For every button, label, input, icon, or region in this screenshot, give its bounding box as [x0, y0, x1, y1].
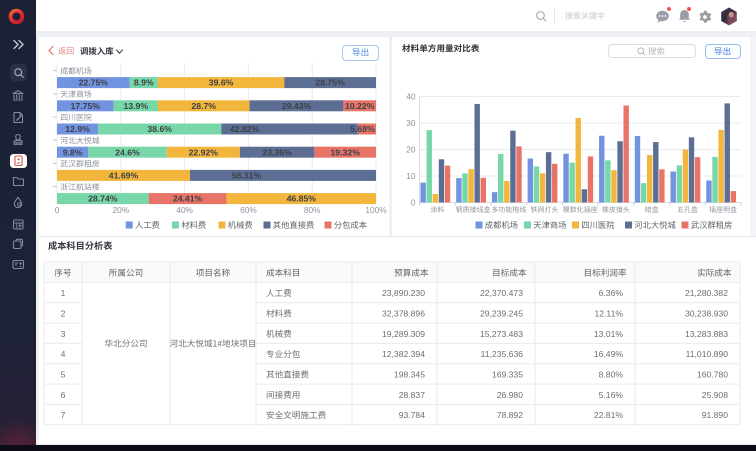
svg-text:78.892: 78.892 [497, 410, 524, 420]
svg-text:6: 6 [61, 390, 66, 400]
svg-text:3: 3 [61, 329, 66, 339]
svg-text:7: 7 [61, 410, 66, 420]
svg-text:29,239.245: 29,239.245 [480, 308, 523, 318]
svg-text:1: 1 [61, 288, 66, 298]
svg-text:5: 5 [61, 370, 66, 380]
svg-text:19,289.309: 19,289.309 [382, 329, 425, 339]
svg-text:8.80%: 8.80% [599, 370, 624, 380]
svg-text:28.837: 28.837 [399, 390, 426, 400]
svg-text:22.81%: 22.81% [594, 410, 624, 420]
svg-text:5.16%: 5.16% [599, 390, 624, 400]
svg-text:12.9%: 12.9% [65, 124, 90, 134]
svg-text:23,890.230: 23,890.230 [382, 288, 425, 298]
svg-text:10.22%: 10.22% [344, 100, 374, 110]
svg-text:4: 4 [61, 349, 66, 359]
svg-text:23.36%: 23.36% [262, 147, 292, 157]
svg-text:80%: 80% [303, 205, 320, 215]
svg-text:20: 20 [406, 144, 416, 154]
svg-text:41.69%: 41.69% [108, 170, 138, 180]
svg-text:22.75%: 22.75% [78, 77, 108, 87]
svg-text:40%: 40% [176, 205, 193, 215]
svg-text:16.49%: 16.49% [594, 349, 624, 359]
svg-text:40: 40 [406, 91, 416, 101]
svg-text:100%: 100% [365, 205, 387, 215]
svg-text:39.6%: 39.6% [208, 77, 233, 87]
svg-text:13.9%: 13.9% [123, 100, 148, 110]
svg-text:30: 30 [406, 118, 416, 128]
svg-text:9.8%: 9.8% [62, 147, 82, 157]
svg-text:11,010.890: 11,010.890 [686, 349, 729, 359]
svg-text:11,235.636: 11,235.636 [481, 349, 524, 359]
svg-text:32,378.896: 32,378.896 [382, 308, 425, 318]
svg-text:25.908: 25.908 [702, 390, 729, 400]
svg-text:12.11%: 12.11% [594, 308, 623, 318]
svg-text:22,370.473: 22,370.473 [480, 288, 523, 298]
svg-text:10: 10 [406, 171, 416, 181]
svg-text:19.32%: 19.32% [330, 147, 360, 157]
svg-text:38.6%: 38.6% [147, 124, 172, 134]
svg-text:26.980: 26.980 [497, 390, 524, 400]
svg-text:28.74%: 28.74% [88, 193, 118, 203]
svg-text:198.345: 198.345 [394, 370, 425, 380]
svg-text:28.7%: 28.7% [191, 100, 216, 110]
svg-text:60%: 60% [240, 205, 257, 215]
svg-text:58.31%: 58.31% [231, 170, 261, 180]
svg-text:0: 0 [54, 205, 59, 215]
svg-text:17.75%: 17.75% [70, 100, 100, 110]
svg-text:160.780: 160.780 [697, 370, 728, 380]
svg-text:169.335: 169.335 [492, 370, 523, 380]
svg-text:21,280.382: 21,280.382 [685, 288, 728, 298]
svg-text:5.68%: 5.68% [350, 124, 375, 134]
svg-text:29.43%: 29.43% [281, 100, 311, 110]
svg-text:13.01%: 13.01% [594, 329, 624, 339]
svg-text:15,273.483: 15,273.483 [480, 329, 523, 339]
svg-text:42.82%: 42.82% [229, 124, 259, 134]
svg-text:0: 0 [410, 197, 415, 207]
svg-text:8.9%: 8.9% [133, 77, 153, 87]
svg-text:46.85%: 46.85% [286, 193, 316, 203]
svg-text:28.75%: 28.75% [315, 77, 345, 87]
svg-text:20%: 20% [112, 205, 129, 215]
svg-text:12,382.394: 12,382.394 [382, 349, 425, 359]
svg-text:2: 2 [61, 308, 66, 318]
svg-text:24.41%: 24.41% [172, 193, 202, 203]
svg-text:24.6%: 24.6% [115, 147, 140, 157]
svg-text:30,238.930: 30,238.930 [685, 308, 728, 318]
svg-text:22.92%: 22.92% [188, 147, 218, 157]
svg-text:93.784: 93.784 [399, 410, 426, 420]
svg-text:91.890: 91.890 [702, 410, 729, 420]
svg-text:13,283.883: 13,283.883 [685, 329, 728, 339]
svg-text:6.36%: 6.36% [599, 288, 624, 298]
